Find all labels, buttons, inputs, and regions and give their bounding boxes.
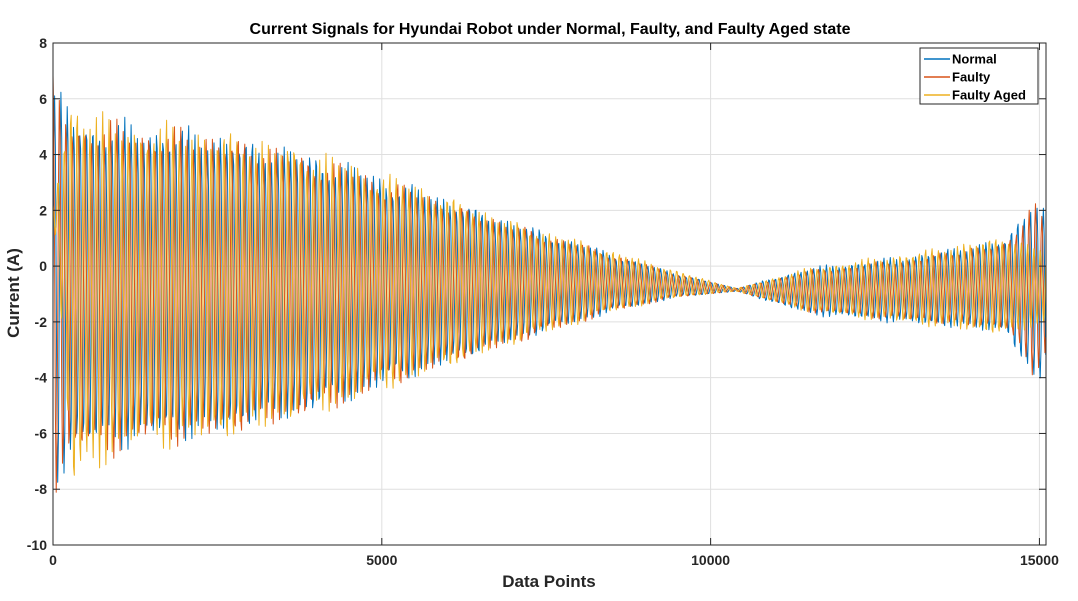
x-tick-label: 5000 bbox=[366, 552, 397, 568]
axis-ticks: 0 5000 10000 15000 -10 -8 -6 -4 -2 0 2 4 6 8 bbox=[27, 35, 1059, 568]
y-tick-label: 8 bbox=[39, 35, 47, 51]
chart-title: Current Signals for Hyundai Robot under … bbox=[250, 21, 851, 38]
plot-frame bbox=[52, 42, 1047, 546]
y-tick-label: 4 bbox=[39, 147, 47, 163]
x-axis-title: Data Points bbox=[502, 572, 596, 591]
y-tick-label: 6 bbox=[39, 91, 47, 107]
series-line-normal bbox=[53, 91, 1046, 483]
y-tick-label: -4 bbox=[35, 370, 48, 386]
legend-label: Normal bbox=[952, 52, 997, 67]
legend-label: Faulty Aged bbox=[952, 88, 1026, 103]
legend[interactable]: Normal Faulty Faulty Aged bbox=[919, 47, 1039, 105]
y-tick-label: -6 bbox=[35, 425, 48, 441]
plot-lines bbox=[53, 75, 1046, 493]
x-tick-label: 0 bbox=[49, 552, 57, 568]
y-tick-label: -10 bbox=[27, 537, 47, 553]
x-tick-label: 15000 bbox=[1020, 552, 1059, 568]
y-axis-title: Current (A) bbox=[4, 248, 23, 338]
y-tick-label: -2 bbox=[35, 314, 48, 330]
x-tick-label: 10000 bbox=[691, 552, 730, 568]
y-tick-label: -8 bbox=[35, 481, 48, 497]
series-line-faulty-aged bbox=[53, 111, 1046, 476]
y-tick-label: 2 bbox=[39, 202, 47, 218]
y-tick-label: 0 bbox=[39, 258, 47, 274]
legend-label: Faulty bbox=[952, 70, 991, 85]
